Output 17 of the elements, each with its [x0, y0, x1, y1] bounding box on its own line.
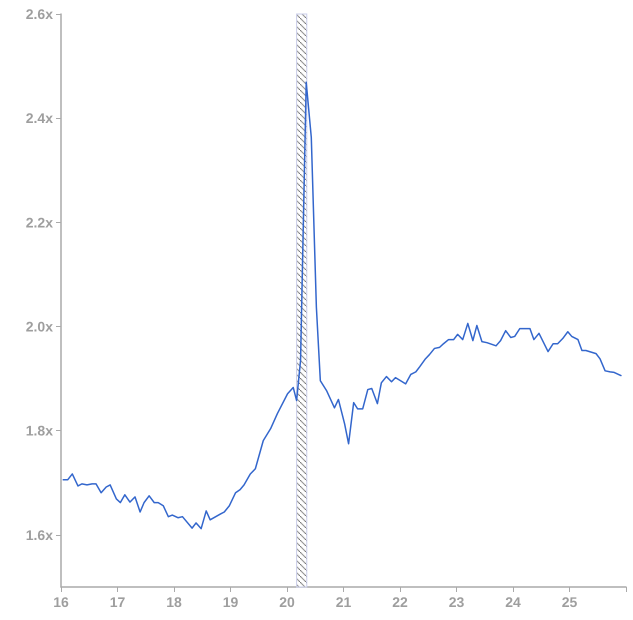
- y-tick-label: 2.2x: [26, 214, 54, 230]
- x-tick-label: 20: [279, 594, 295, 610]
- x-tick-label: 23: [448, 594, 464, 610]
- y-tick-label: 1.8x: [26, 422, 54, 439]
- x-tick-label: 24: [505, 594, 521, 610]
- x-tick-label: 25: [562, 594, 578, 610]
- x-tick-label: 18: [166, 594, 182, 610]
- x-tick-label: 22: [392, 594, 408, 610]
- line-series: [62, 81, 622, 530]
- x-tick-label: 21: [336, 594, 352, 610]
- x-tick-label: 17: [110, 594, 126, 610]
- y-tick-label: 2.4x: [26, 110, 54, 126]
- x-tick-label: 19: [222, 594, 238, 610]
- x-tick-label: 16: [53, 594, 69, 610]
- y-tick-label: 2.0x: [26, 318, 54, 335]
- y-tick-label: 1.6x: [26, 526, 54, 543]
- y-tick-label: 2.6x: [26, 6, 54, 22]
